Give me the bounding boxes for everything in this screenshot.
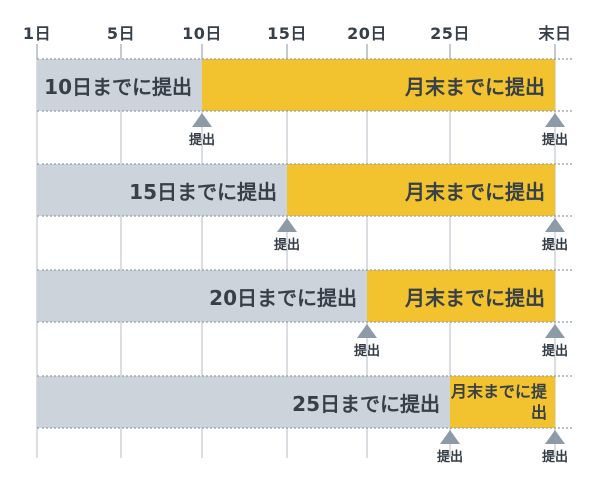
dotted-line bbox=[37, 321, 572, 323]
bar-label: 10日までに提出 bbox=[44, 74, 192, 99]
gridline-day5 bbox=[120, 44, 122, 458]
bar-label: 15日までに提出 bbox=[129, 179, 277, 204]
dotted-line bbox=[37, 269, 572, 271]
gridline-day1 bbox=[36, 44, 38, 458]
schedule-row-2: 15日までに提出 月末までに提出 bbox=[37, 163, 572, 217]
schedule-row-3: 20日までに提出 月末までに提出 bbox=[37, 269, 572, 323]
axis-label-day10: 10日 bbox=[182, 24, 222, 43]
submit-arrow-label: 提出 bbox=[188, 133, 216, 148]
tick-day25 bbox=[449, 44, 451, 59]
bar-label: 月末までに提出 bbox=[405, 179, 545, 204]
axis-label-day5: 5日 bbox=[106, 24, 136, 43]
bar-label: 月末までに提出 bbox=[405, 285, 545, 310]
bar-submit-by-20th: 20日までに提出 bbox=[37, 270, 367, 322]
bar-label: 月末までに提出 bbox=[450, 382, 547, 422]
submit-arrow-lastday-1 bbox=[545, 113, 565, 127]
axis-label-day25: 25日 bbox=[430, 24, 470, 43]
bar-submit-by-month-end-3: 月末までに提出 bbox=[367, 270, 555, 322]
schedule-row-4: 25日までに提出 月末までに提出 bbox=[37, 375, 572, 429]
submit-arrow-label: 提出 bbox=[541, 344, 569, 359]
gridline-day25 bbox=[449, 44, 451, 458]
submit-arrow-label: 提出 bbox=[353, 344, 381, 359]
submit-arrow-label: 提出 bbox=[273, 238, 301, 253]
bar-submit-by-month-end-4: 月末までに提出 bbox=[450, 376, 555, 428]
axis-label-day15: 15日 bbox=[267, 24, 307, 43]
axis-label-lastday: 末日 bbox=[538, 24, 572, 43]
submit-arrow-label: 提出 bbox=[436, 450, 464, 465]
bar-label: 25日までに提出 bbox=[292, 391, 440, 416]
bar-submit-by-month-end-1: 月末までに提出 bbox=[202, 59, 555, 111]
bar-submit-by-month-end-2: 月末までに提出 bbox=[287, 164, 555, 216]
bar-submit-by-10th: 10日までに提出 bbox=[37, 59, 202, 111]
submit-arrow-label: 提出 bbox=[541, 450, 569, 465]
bar-label: 月末までに提出 bbox=[405, 74, 545, 99]
submit-arrow-day25 bbox=[440, 430, 460, 444]
dotted-line bbox=[37, 163, 572, 165]
bar-label: 20日までに提出 bbox=[209, 285, 357, 310]
submit-arrow-lastday-4 bbox=[545, 430, 565, 444]
tick-day1 bbox=[36, 44, 38, 59]
submit-arrow-lastday-3 bbox=[545, 324, 565, 338]
gridline-day15 bbox=[286, 44, 288, 458]
gridline-day20 bbox=[366, 44, 368, 458]
submit-arrow-day10 bbox=[192, 113, 212, 127]
axis-label-day20: 20日 bbox=[347, 24, 387, 43]
bar-submit-by-25th: 25日までに提出 bbox=[37, 376, 450, 428]
submit-arrow-lastday-2 bbox=[545, 218, 565, 232]
schedule-row-1: 10日までに提出 月末までに提出 bbox=[37, 58, 572, 112]
tick-lastday bbox=[554, 44, 556, 59]
submit-arrow-day20 bbox=[357, 324, 377, 338]
dotted-line bbox=[37, 58, 572, 60]
axis-label-day1: 1日 bbox=[22, 24, 52, 43]
tick-day20 bbox=[366, 44, 368, 59]
submit-arrow-day15 bbox=[277, 218, 297, 232]
dotted-line bbox=[37, 427, 572, 429]
tick-day10 bbox=[201, 44, 203, 59]
bar-submit-by-15th: 15日までに提出 bbox=[37, 164, 287, 216]
gridline-lastday bbox=[554, 44, 556, 458]
submit-arrow-label: 提出 bbox=[541, 238, 569, 253]
submit-arrow-label: 提出 bbox=[541, 133, 569, 148]
tick-day5 bbox=[120, 44, 122, 59]
dotted-line bbox=[37, 375, 572, 377]
tick-day15 bbox=[286, 44, 288, 59]
gridline-day10 bbox=[201, 44, 203, 458]
dotted-line bbox=[37, 110, 572, 112]
dotted-line bbox=[37, 215, 572, 217]
